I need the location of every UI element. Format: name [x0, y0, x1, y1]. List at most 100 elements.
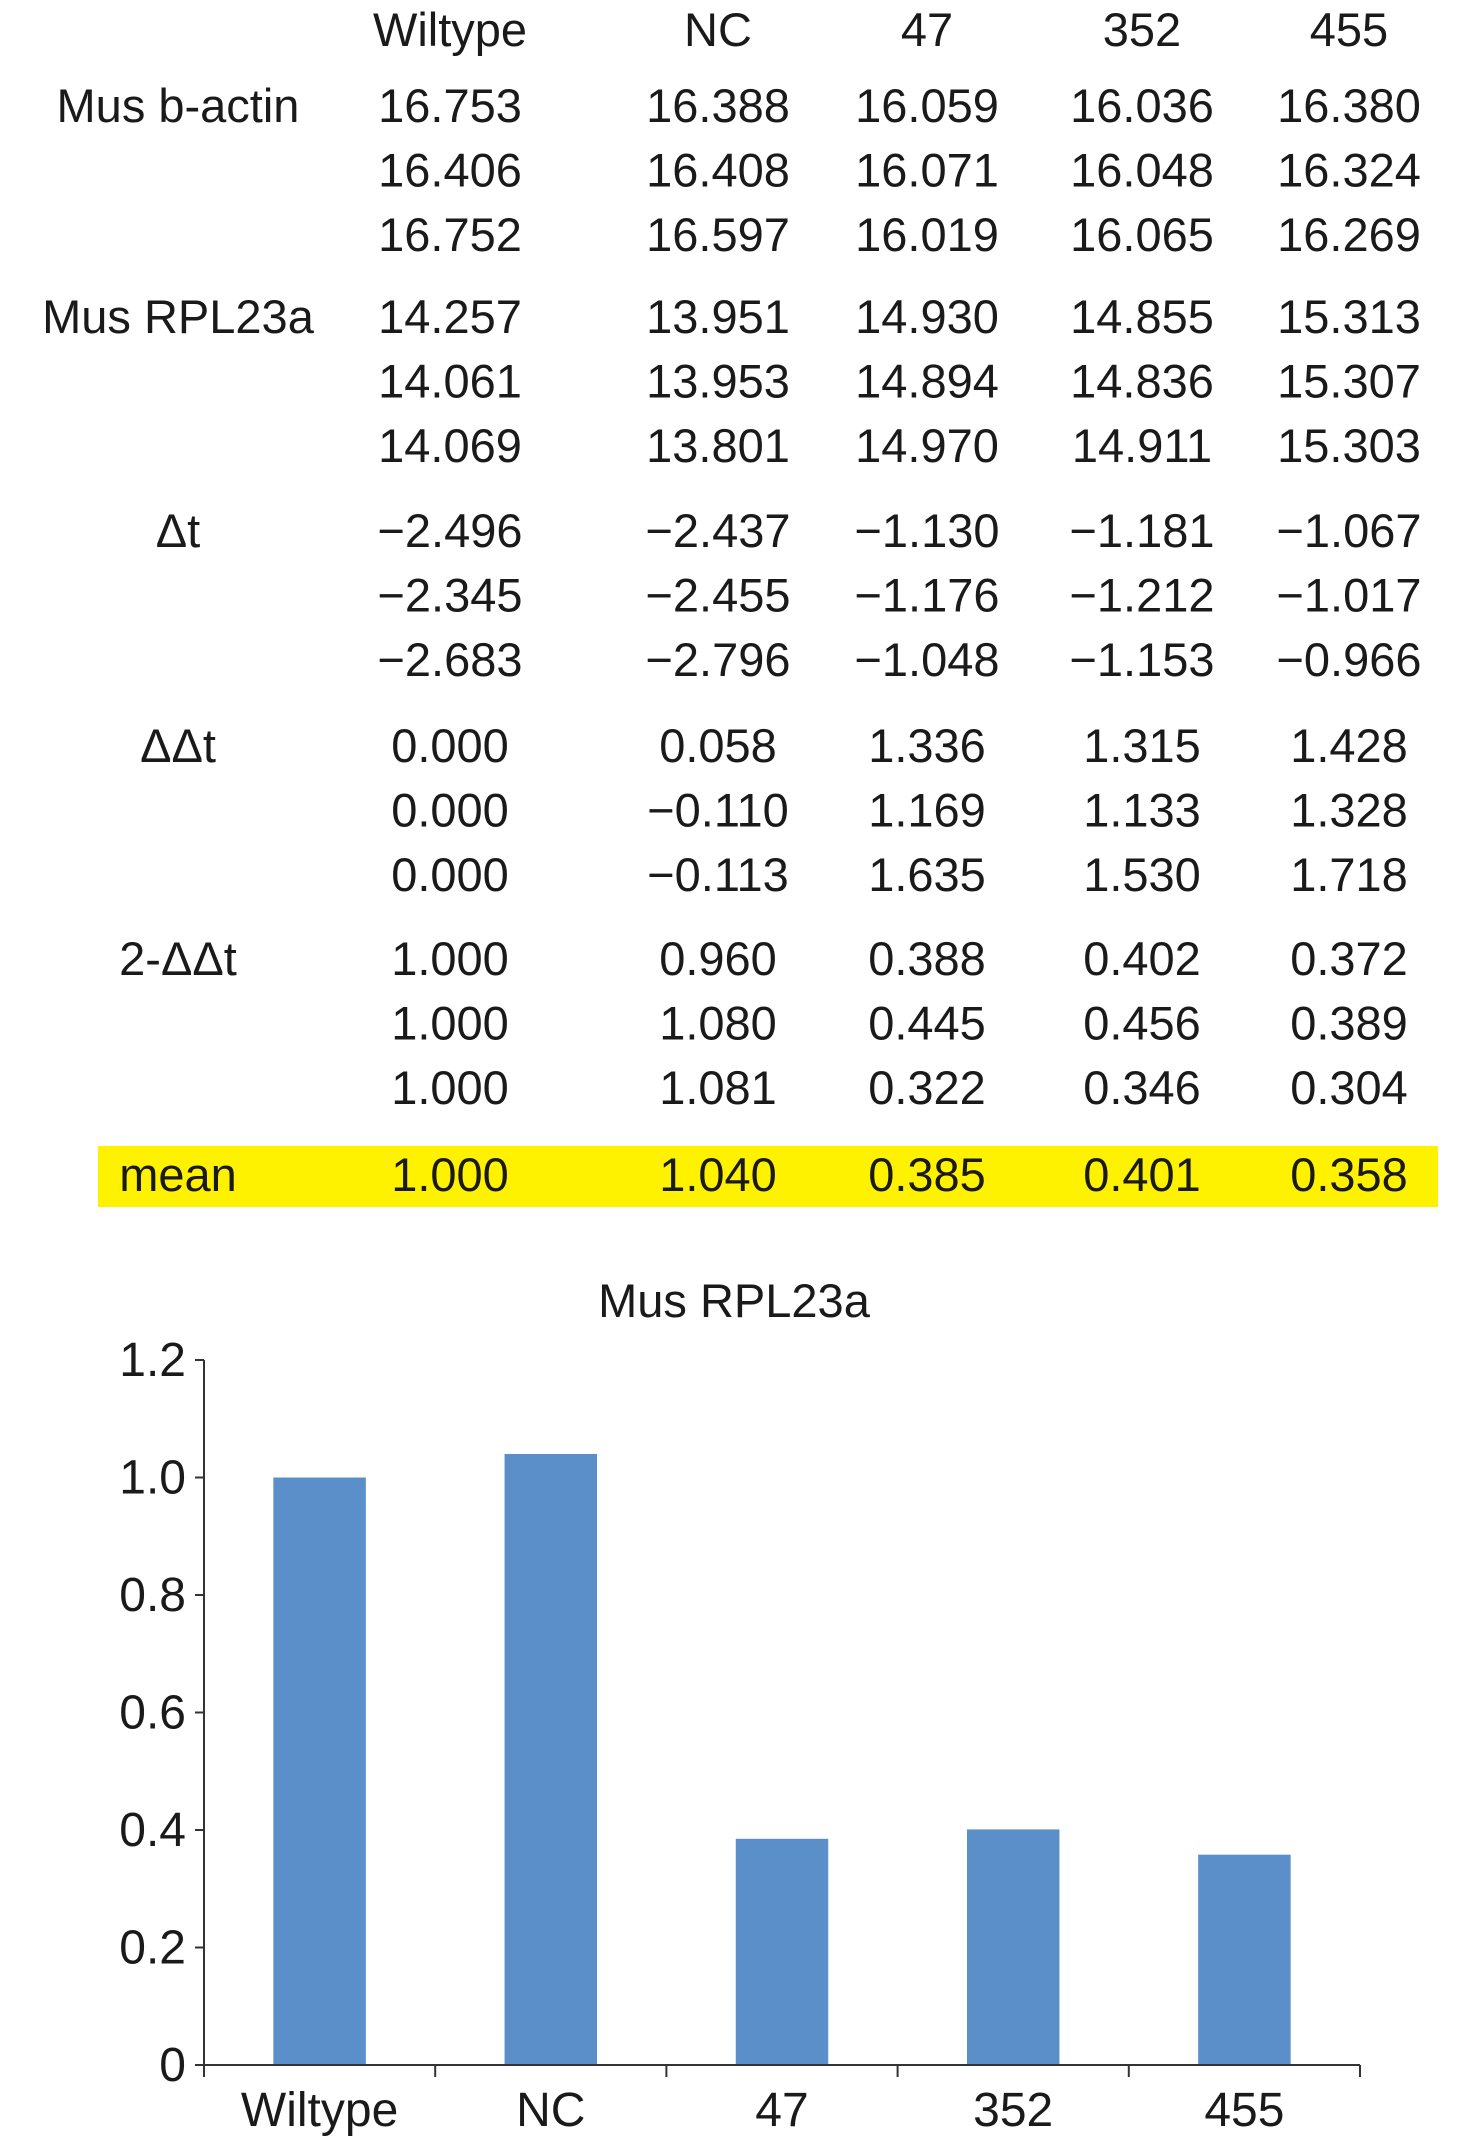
- table-cell: 0.456: [1083, 997, 1201, 1050]
- bar-nc: [504, 1454, 598, 2065]
- table-cell: 16.388: [646, 79, 790, 132]
- column-header: 352: [1103, 3, 1181, 56]
- table-cell: −2.683: [377, 633, 522, 686]
- table-cell: 0.000: [391, 784, 509, 837]
- data-table: Wiltype NC 47 352 455 Mus b-actin 16.753 16.38…: [42, 3, 1438, 1207]
- table-cell: 16.036: [1070, 79, 1214, 132]
- table-cell: 16.059: [855, 79, 999, 132]
- table-cell: 14.911: [1072, 419, 1212, 472]
- table-cell: −1.181: [1069, 504, 1214, 557]
- mean-value: 0.385: [868, 1148, 986, 1201]
- table-group: Mus RPL23a 14.257 13.951 14.930 14.855 15.313…: [42, 290, 1421, 472]
- bar-455: [1198, 1854, 1291, 2065]
- mean-row-highlight: [98, 1146, 1438, 1207]
- y-tick-label: 0: [159, 2039, 186, 2092]
- x-axis: Wiltype NC 47 352 455: [203, 2064, 1361, 2137]
- table-cell: 14.930: [855, 290, 999, 343]
- table-cell: 16.408: [646, 144, 790, 197]
- table-cell: −2.796: [645, 633, 790, 686]
- table-cell: −0.110: [647, 784, 789, 837]
- chart-title: Mus RPL23a: [598, 1274, 871, 1327]
- table-cell: 16.753: [378, 79, 522, 132]
- table-cell: −0.113: [647, 848, 789, 901]
- table-cell: −2.455: [645, 569, 790, 622]
- bar-47: [735, 1838, 829, 2065]
- table-cell: 1.000: [391, 997, 509, 1050]
- mean-value: 0.358: [1290, 1148, 1408, 1201]
- table-cell: 0.000: [391, 719, 509, 772]
- table-cell: 15.303: [1277, 419, 1421, 472]
- table-cell: 1.718: [1290, 848, 1408, 901]
- table-cell: 0.372: [1290, 932, 1408, 985]
- row-group-label: Δt: [156, 504, 200, 557]
- table-cell: 0.445: [868, 997, 986, 1050]
- row-group-label: ΔΔt: [140, 719, 216, 772]
- table-cell: 0.389: [1290, 997, 1408, 1050]
- bars: [273, 1454, 1291, 2065]
- table-cell: 1.000: [391, 1061, 509, 1114]
- column-header: NC: [684, 3, 752, 56]
- table-cell: 0.388: [868, 932, 986, 985]
- x-tick-label: 352: [973, 2084, 1053, 2137]
- table-cell: 16.406: [378, 144, 522, 197]
- bar-chart: Mus RPL23a 0 0.2 0.4 0.6 0.8 1.0 1.2 Wiltype NC…: [119, 1274, 1361, 2137]
- y-tick-label: 0.8: [119, 1569, 186, 1622]
- table-cell: 16.269: [1277, 208, 1421, 261]
- table-body: Mus b-actin 16.753 16.388 16.059 16.036 16.38…: [42, 79, 1421, 1114]
- table-group: ΔΔt 0.000 0.058 1.336 1.315 1.428 0.000 −0.110 1…: [140, 719, 1408, 901]
- table-cell: 14.069: [378, 419, 522, 472]
- table-cell: 16.048: [1070, 144, 1214, 197]
- table-cell: 15.313: [1277, 290, 1421, 343]
- table-cell: 15.307: [1277, 355, 1421, 408]
- table-cell: 16.380: [1277, 79, 1421, 132]
- bar-352: [966, 1829, 1060, 2065]
- table-cell: 14.257: [378, 290, 522, 343]
- table-cell: 1.530: [1083, 848, 1201, 901]
- table-cell: 1.328: [1290, 784, 1408, 837]
- y-tick-label: 0.2: [119, 1922, 186, 1975]
- table-group: Δt −2.496 −2.437 −1.130 −1.181 −1.067 −2.345 −2…: [156, 504, 1422, 686]
- x-tick-label: 47: [755, 2084, 808, 2137]
- table-cell: −1.176: [854, 569, 999, 622]
- table-cell: 16.071: [855, 144, 999, 197]
- table-cell: 1.133: [1083, 784, 1201, 837]
- table-cell: 14.894: [855, 355, 999, 408]
- table-header: Wiltype NC 47 352 455: [373, 3, 1388, 56]
- table-cell: 16.324: [1277, 144, 1421, 197]
- table-cell: 13.953: [646, 355, 790, 408]
- table-cell: 1.000: [391, 932, 509, 985]
- table-cell: 14.855: [1070, 290, 1214, 343]
- x-tick-label: Wiltype: [241, 2084, 398, 2137]
- table-cell: 0.322: [868, 1061, 986, 1114]
- table-cell: 0.960: [659, 932, 777, 985]
- table-cell: −1.048: [854, 633, 999, 686]
- row-group-label: Mus RPL23a: [42, 290, 315, 343]
- table-cell: 14.061: [378, 355, 522, 408]
- table-cell: 1.428: [1290, 719, 1408, 772]
- y-tick-label: 1.2: [119, 1334, 186, 1387]
- mean-value: 0.401: [1083, 1148, 1201, 1201]
- table-cell: 16.597: [646, 208, 790, 261]
- column-header: 455: [1310, 3, 1388, 56]
- table-cell: −0.966: [1276, 633, 1421, 686]
- table-cell: 13.951: [646, 290, 790, 343]
- table-cell: 1.336: [868, 719, 986, 772]
- table-cell: 16.752: [378, 208, 522, 261]
- table-cell: 0.058: [659, 719, 777, 772]
- mean-label: mean: [119, 1148, 237, 1201]
- y-tick-label: 0.6: [119, 1687, 186, 1740]
- table-cell: −1.067: [1276, 504, 1421, 557]
- mean-value: 1.040: [659, 1148, 777, 1201]
- table-cell: 13.801: [646, 419, 790, 472]
- table-cell: 0.304: [1290, 1061, 1408, 1114]
- column-header: 47: [901, 3, 953, 56]
- table-cell: −1.130: [854, 504, 999, 557]
- table-cell: 16.065: [1070, 208, 1214, 261]
- table-cell: 14.836: [1070, 355, 1214, 408]
- column-header: Wiltype: [373, 3, 527, 56]
- table-cell: 16.019: [855, 208, 999, 261]
- table-group: Mus b-actin 16.753 16.388 16.059 16.036 16.38…: [57, 79, 1421, 261]
- table-cell: −1.017: [1276, 569, 1421, 622]
- table-cell: −2.496: [377, 504, 522, 557]
